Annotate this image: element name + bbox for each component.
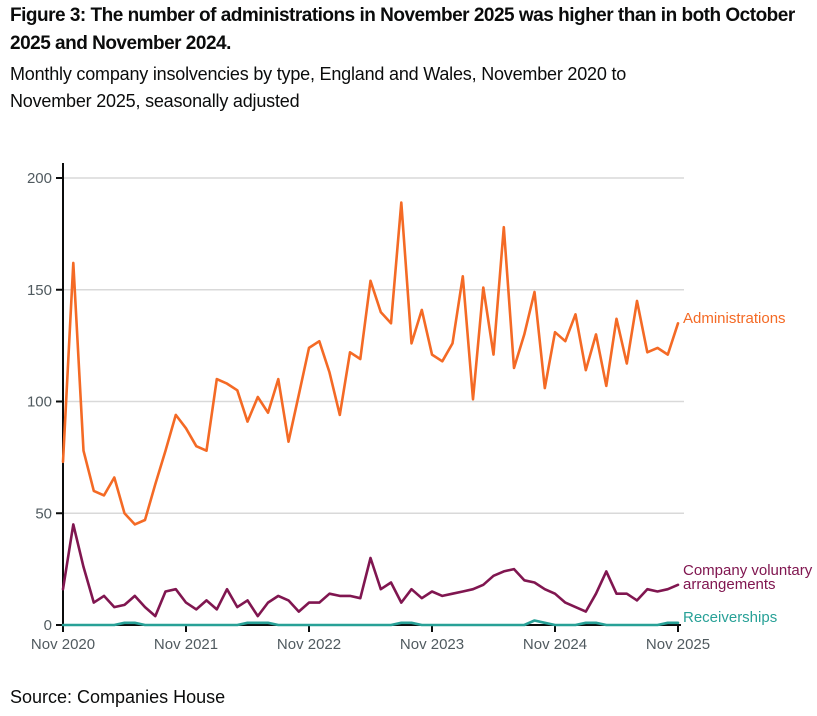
x-tick-label: Nov 2024 [523,636,587,653]
series-label-receiverships: Receiverships [683,609,778,626]
y-tick-label: 200 [27,170,52,187]
y-tick-label: 100 [27,394,52,411]
x-tick-label: Nov 2022 [277,636,341,653]
x-tick-label: Nov 2023 [400,636,464,653]
x-tick-label: Nov 2021 [154,636,218,653]
figure-subtitle: Monthly company insolvencies by type, En… [10,64,627,111]
line-receiverships [61,619,680,627]
axis-tick-labels: 0 50 100 150 200 Nov 2020 Nov 2021 Nov 2022 Nov … [27,170,710,653]
series-label-administrations: Administrations [683,310,786,327]
line-company-voluntary-arrangements [61,523,680,618]
x-tick-label: Nov 2020 [31,636,95,653]
line-administrations [61,201,680,526]
series-label-company-voluntary-arrangements: Company voluntary arrangements [683,562,813,593]
series-lines [61,201,680,627]
y-tick-label: 0 [44,617,52,634]
gridlines [63,177,684,514]
y-tick-label: 50 [35,505,52,522]
y-tick-label: 150 [27,282,52,299]
figure-title: Figure 3: The number of administrations … [10,5,795,54]
source-note: Source: Companies House [10,687,226,707]
x-tick-label: Nov 2025 [646,636,710,653]
